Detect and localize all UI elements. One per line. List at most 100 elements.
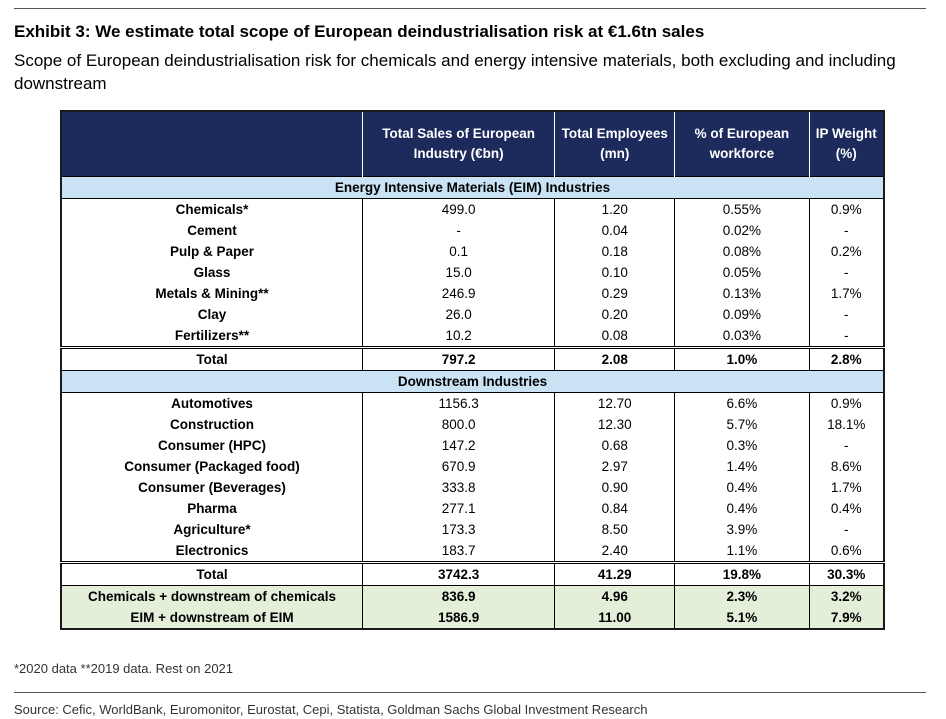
cell: 0.4% bbox=[674, 477, 810, 498]
cell: 0.84 bbox=[554, 498, 675, 519]
cell: Electronics bbox=[175, 543, 249, 558]
cell: 0.2% bbox=[808, 241, 884, 262]
cell: 1156.3 bbox=[361, 392, 555, 414]
cell: 277.1 bbox=[361, 498, 555, 519]
cell: 1.7% bbox=[808, 283, 884, 304]
total-row: Total 3742.3 41.29 19.8% 30.3% bbox=[61, 561, 884, 586]
cell: 0.05% bbox=[674, 262, 810, 283]
cell: - bbox=[808, 304, 884, 325]
cell: 1586.9 bbox=[361, 607, 555, 629]
cell: Total bbox=[61, 561, 363, 586]
cell: 18.1% bbox=[808, 414, 884, 435]
cell: - bbox=[808, 220, 884, 241]
cell: - bbox=[361, 220, 555, 241]
header-cell: IP Weight (%) bbox=[808, 111, 884, 177]
section-title: Downstream Industries bbox=[61, 370, 884, 393]
data-row: Fertilizers** 10.2 0.08 0.03% - bbox=[61, 325, 884, 348]
data-row: Electronics 183.7 2.40 1.1% 0.6% bbox=[61, 540, 884, 563]
cell: - bbox=[808, 325, 884, 348]
cell: 0.03% bbox=[674, 325, 810, 348]
cell: Automotives bbox=[171, 396, 253, 411]
cell: 8.6% bbox=[808, 456, 884, 477]
cell: Consumer (Packaged food) bbox=[124, 459, 300, 474]
cell: Fertilizers** bbox=[174, 328, 250, 343]
cell: 2.97 bbox=[554, 456, 675, 477]
cell: 26.0 bbox=[361, 304, 555, 325]
cell: Construction bbox=[170, 417, 254, 432]
data-row: Agriculture* 173.3 8.50 3.9% - bbox=[61, 519, 884, 540]
header-cell: Total Employees (mn) bbox=[554, 111, 675, 177]
cell: 3.2% bbox=[808, 585, 884, 607]
source: Source: Cefic, WorldBank, Euromonitor, E… bbox=[14, 702, 648, 717]
cell: 0.04 bbox=[554, 220, 675, 241]
cell: Clay bbox=[197, 307, 227, 322]
cell: 5.1% bbox=[674, 607, 810, 629]
cell: 1.20 bbox=[554, 198, 675, 220]
cell: - bbox=[808, 519, 884, 540]
title: Exhibit 3: We estimate total scope of Eu… bbox=[14, 22, 705, 41]
cell: 19.8% bbox=[674, 561, 810, 586]
cell: 2.40 bbox=[554, 540, 675, 563]
section-row: Energy Intensive Materials (EIM) Industr… bbox=[61, 176, 884, 199]
cell: Total bbox=[61, 346, 363, 371]
cell: Agriculture* bbox=[173, 522, 251, 537]
cell: Glass bbox=[193, 265, 231, 280]
cell: Chemicals* bbox=[175, 202, 249, 217]
data-row: Pulp & Paper 0.1 0.18 0.08% 0.2% bbox=[61, 241, 884, 262]
cell: - bbox=[808, 262, 884, 283]
cell: 2.3% bbox=[674, 585, 810, 607]
data-row: Metals & Mining** 246.9 0.29 0.13% 1.7% bbox=[61, 283, 884, 304]
cell: 499.0 bbox=[361, 198, 555, 220]
cell: 1.0% bbox=[674, 346, 810, 371]
cell: 11.00 bbox=[554, 607, 675, 629]
cell: 333.8 bbox=[361, 477, 555, 498]
cell: 0.4% bbox=[674, 498, 810, 519]
cell: 0.13% bbox=[674, 283, 810, 304]
data-row: Construction 800.0 12.30 5.7% 18.1% bbox=[61, 414, 884, 435]
cell: 670.9 bbox=[361, 456, 555, 477]
cell: Metals & Mining** bbox=[155, 286, 269, 301]
data-row: Automotives 1156.3 12.70 6.6% 0.9% bbox=[61, 392, 884, 414]
data-row: Consumer (Beverages) 333.8 0.90 0.4% 1.7% bbox=[61, 477, 884, 498]
cell: 7.9% bbox=[808, 607, 884, 629]
cell: 183.7 bbox=[361, 540, 555, 563]
cell: 0.29 bbox=[554, 283, 675, 304]
cell: Cement bbox=[187, 223, 237, 238]
cell: Consumer (HPC) bbox=[157, 438, 266, 453]
cell: Chemicals + downstream of chemicals bbox=[61, 585, 363, 607]
cell: 2.8% bbox=[808, 346, 884, 371]
cell: Pulp & Paper bbox=[169, 244, 255, 259]
cell: 0.08 bbox=[554, 325, 675, 348]
cell: 1.1% bbox=[674, 540, 810, 563]
data-row: Glass 15.0 0.10 0.05% - bbox=[61, 262, 884, 283]
cell: 2.08 bbox=[554, 346, 675, 371]
header-cell bbox=[61, 111, 363, 177]
cell: 0.10 bbox=[554, 262, 675, 283]
cell: 0.18 bbox=[554, 241, 675, 262]
cell: 30.3% bbox=[808, 561, 884, 586]
cell: 0.4% bbox=[808, 498, 884, 519]
cell: 173.3 bbox=[361, 519, 555, 540]
cell: 0.90 bbox=[554, 477, 675, 498]
data-row: Consumer (HPC) 147.2 0.68 0.3% - bbox=[61, 435, 884, 456]
footnote: *2020 data **2019 data. Rest on 2021 bbox=[14, 661, 234, 676]
total-row: Total 797.2 2.08 1.0% 2.8% bbox=[61, 346, 884, 371]
cell: 4.96 bbox=[554, 585, 675, 607]
cell: 3.9% bbox=[674, 519, 810, 540]
cell: 15.0 bbox=[361, 262, 555, 283]
cell: 0.3% bbox=[674, 435, 810, 456]
top-rule bbox=[14, 8, 926, 9]
cell: Pharma bbox=[187, 501, 237, 516]
summary-row: Chemicals + downstream of chemicals 836.9… bbox=[61, 585, 884, 607]
cell: 0.09% bbox=[674, 304, 810, 325]
cell: 6.6% bbox=[674, 392, 810, 414]
cell: 0.02% bbox=[674, 220, 810, 241]
cell: EIM + downstream of EIM bbox=[61, 607, 363, 629]
cell: 12.70 bbox=[554, 392, 675, 414]
data-row: Pharma 277.1 0.84 0.4% 0.4% bbox=[61, 498, 884, 519]
bottom-rule bbox=[14, 692, 926, 693]
data-row: Chemicals* 499.0 1.20 0.55% 0.9% bbox=[61, 198, 884, 220]
cell: 0.6% bbox=[808, 540, 884, 563]
cell: 3742.3 bbox=[361, 561, 555, 586]
cell: 0.20 bbox=[554, 304, 675, 325]
